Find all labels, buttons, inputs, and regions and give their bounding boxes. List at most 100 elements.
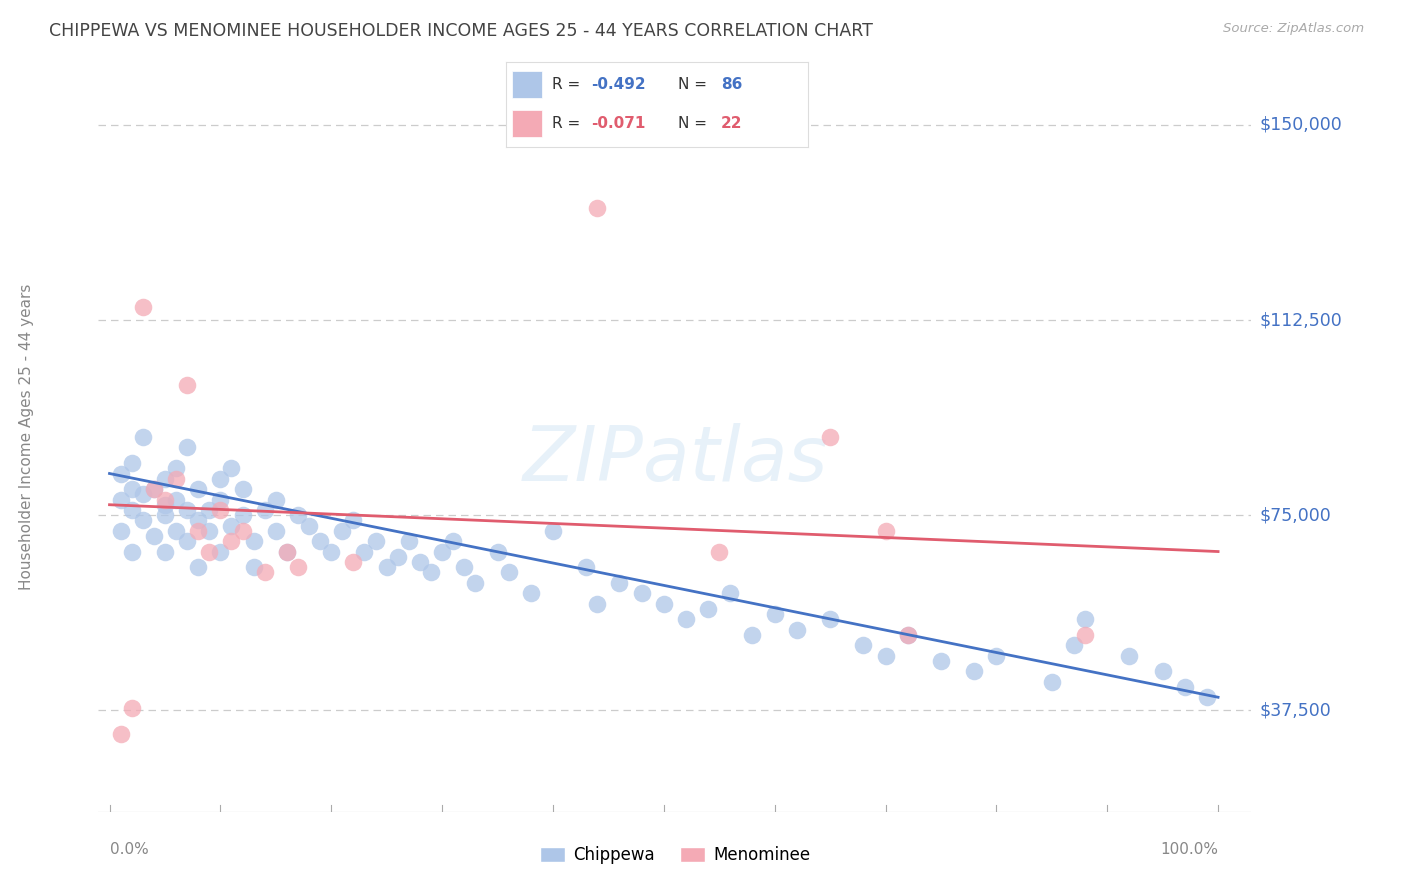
Point bbox=[176, 534, 198, 549]
Bar bbox=[512, 71, 543, 98]
Point bbox=[153, 472, 176, 486]
Point bbox=[287, 560, 309, 574]
Point bbox=[520, 586, 543, 600]
Point bbox=[287, 508, 309, 523]
Point bbox=[165, 472, 187, 486]
Point bbox=[353, 544, 375, 558]
Point bbox=[121, 456, 143, 470]
Point bbox=[929, 654, 952, 668]
Point bbox=[652, 597, 675, 611]
Point bbox=[198, 524, 221, 538]
Point bbox=[398, 534, 420, 549]
Text: R =: R = bbox=[551, 77, 585, 92]
Point bbox=[298, 518, 321, 533]
Point bbox=[464, 575, 486, 590]
Text: $150,000: $150,000 bbox=[1260, 116, 1343, 134]
Point bbox=[132, 487, 155, 501]
Point bbox=[342, 555, 364, 569]
Point bbox=[486, 544, 509, 558]
Point bbox=[852, 638, 875, 652]
Point bbox=[430, 544, 453, 558]
Point bbox=[253, 566, 276, 580]
Point bbox=[387, 549, 409, 564]
Text: -0.492: -0.492 bbox=[591, 77, 645, 92]
Point bbox=[1040, 674, 1063, 689]
Point bbox=[364, 534, 387, 549]
Point bbox=[221, 461, 243, 475]
Point bbox=[253, 503, 276, 517]
Point bbox=[963, 664, 986, 679]
Point bbox=[264, 524, 287, 538]
Point bbox=[609, 575, 631, 590]
Point bbox=[231, 508, 254, 523]
Point bbox=[110, 726, 132, 740]
Point bbox=[321, 544, 343, 558]
Text: $75,000: $75,000 bbox=[1260, 506, 1331, 524]
Point bbox=[209, 492, 232, 507]
Text: ZIPatlas: ZIPatlas bbox=[522, 423, 828, 497]
Text: $112,500: $112,500 bbox=[1260, 311, 1343, 329]
Point bbox=[121, 482, 143, 496]
Point bbox=[409, 555, 432, 569]
Text: N =: N = bbox=[679, 116, 713, 131]
Point bbox=[276, 544, 298, 558]
Point bbox=[110, 492, 132, 507]
Point bbox=[875, 524, 897, 538]
Point bbox=[142, 482, 165, 496]
Point bbox=[586, 201, 609, 215]
Point bbox=[818, 612, 841, 626]
Text: -0.071: -0.071 bbox=[591, 116, 645, 131]
Point bbox=[187, 482, 209, 496]
Point bbox=[1118, 648, 1140, 663]
Point bbox=[1074, 628, 1097, 642]
Point bbox=[231, 482, 254, 496]
Point bbox=[718, 586, 741, 600]
Point bbox=[498, 566, 520, 580]
Point bbox=[132, 513, 155, 527]
Point bbox=[276, 544, 298, 558]
Point bbox=[153, 544, 176, 558]
Point bbox=[309, 534, 332, 549]
Text: 22: 22 bbox=[721, 116, 742, 131]
Point bbox=[453, 560, 475, 574]
Point bbox=[165, 461, 187, 475]
Point bbox=[675, 612, 697, 626]
Text: 86: 86 bbox=[721, 77, 742, 92]
Point bbox=[121, 503, 143, 517]
Point bbox=[1195, 690, 1218, 705]
Point bbox=[221, 534, 243, 549]
Point bbox=[231, 524, 254, 538]
Point bbox=[897, 628, 920, 642]
Bar bbox=[512, 110, 543, 137]
Point bbox=[586, 597, 609, 611]
Point bbox=[142, 529, 165, 543]
Point bbox=[741, 628, 763, 642]
Text: $37,500: $37,500 bbox=[1260, 701, 1331, 719]
Point bbox=[110, 467, 132, 481]
Point bbox=[1152, 664, 1174, 679]
Point bbox=[242, 560, 264, 574]
Point bbox=[342, 513, 364, 527]
Point bbox=[209, 472, 232, 486]
Text: N =: N = bbox=[679, 77, 713, 92]
Point bbox=[198, 544, 221, 558]
Text: CHIPPEWA VS MENOMINEE HOUSEHOLDER INCOME AGES 25 - 44 YEARS CORRELATION CHART: CHIPPEWA VS MENOMINEE HOUSEHOLDER INCOME… bbox=[49, 22, 873, 40]
Point bbox=[541, 524, 564, 538]
Point bbox=[986, 648, 1008, 663]
Text: Source: ZipAtlas.com: Source: ZipAtlas.com bbox=[1223, 22, 1364, 36]
Point bbox=[110, 524, 132, 538]
Point bbox=[818, 430, 841, 444]
Point bbox=[330, 524, 353, 538]
Point bbox=[176, 378, 198, 392]
Point bbox=[153, 498, 176, 512]
Point bbox=[264, 492, 287, 507]
Point bbox=[121, 544, 143, 558]
Point bbox=[420, 566, 443, 580]
Point bbox=[242, 534, 264, 549]
Point bbox=[1063, 638, 1085, 652]
Point bbox=[153, 508, 176, 523]
Point bbox=[198, 503, 221, 517]
Point bbox=[221, 518, 243, 533]
Point bbox=[153, 492, 176, 507]
Point bbox=[187, 560, 209, 574]
